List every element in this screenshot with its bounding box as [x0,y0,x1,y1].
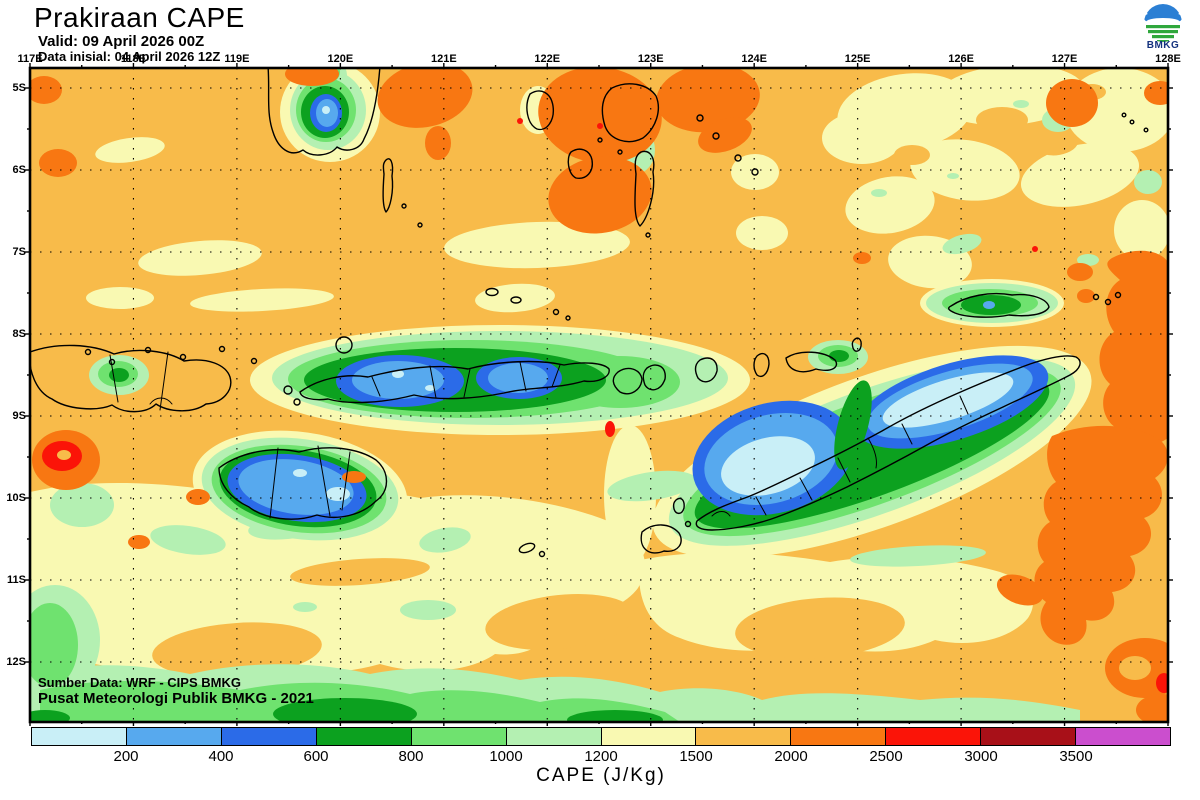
colorbar-segment [410,728,506,745]
colorbar-tick-labels: 200 400 600 800 1000 1200 1500 2000 2500 3000 3500 [31,748,1171,766]
timor-contour-wedge [834,380,872,470]
colorbar-segment [315,728,411,745]
coastlines [30,68,1149,558]
lat-tick-label: 8S [12,328,26,340]
colorbar-tick-label: 800 [398,748,424,765]
colorbar-tick-label: 3500 [1059,748,1093,765]
map-frame [28,66,1170,724]
lon-tick-label: 128E [1155,53,1181,65]
colorbar-tick-label: 600 [303,748,329,765]
init-time-label: Data inisial: 04 April 2026 12Z [38,49,221,64]
lon-tick-label: 127E [1051,53,1078,65]
lon-tick-label: 117E [17,53,43,65]
source-data-line: Sumber Data: WRF - CIPS BMKG [38,675,241,690]
lon-tick-label: 120E [327,53,354,65]
colorbar-segment [505,728,601,745]
colorbar-tick-label: 400 [208,748,234,765]
lon-tick-label: 124E [741,53,768,65]
colorbar-segment [1075,728,1171,745]
lat-tick-label: 11S [7,574,26,586]
lon-tick-label: 126E [948,53,974,65]
lat-tick-label: 6S [12,164,26,176]
colorbar-segment [695,728,791,745]
contour-hole [57,450,71,460]
publisher-line: Pusat Meteorologi Publik BMKG - 2021 [38,690,314,707]
lat-tick-label: 7S [12,246,26,258]
colorbar-caption: CAPE (J/Kg) [536,765,666,786]
colorbar-segment [980,728,1076,745]
lon-tick-label: 119E [224,53,250,65]
contour-2000-2500 [30,68,1168,722]
colorbar [31,727,1171,746]
colorbar-tick-label: 2500 [869,748,903,765]
lon-tick-label: 125E [844,53,871,65]
colorbar-tick-label: 2000 [774,748,808,765]
lon-tick-label: 118E [120,53,146,65]
contour-hole [1119,656,1151,680]
colorbar-segment [220,728,316,745]
lat-tick-label: 9S [12,410,26,422]
bmkg-logo-label: BMKG [1146,40,1180,51]
lon-tick-label: 123E [637,53,664,65]
lon-tick-label: 121E [430,53,457,65]
colorbar-segment [125,728,221,745]
colorbar-tick-label: 200 [113,748,139,765]
cape-contour-field [30,68,1168,722]
contour-1500-2000-holes [152,84,1106,678]
valid-time-label: Valid: 09 April 2026 00Z [38,33,205,50]
colorbar-tick-label: 1500 [679,748,713,765]
colorbar-segment [885,728,981,745]
bmkg-logo-icon [1140,2,1186,42]
colorbar-segment [32,728,126,745]
colorbar-segment [790,728,886,745]
lat-tick-label: 10S [6,492,26,504]
lon-tick-label: 122E [534,53,561,65]
lat-tick-label: 12S [6,656,26,668]
colorbar-tick-label: 1200 [584,748,618,765]
colorbar-segment [600,728,696,745]
colorbar-tick-label: 3000 [964,748,998,765]
lat-tick-label: 5S [12,82,26,94]
colorbar-tick-label: 1000 [489,748,523,765]
page-title: Prakiraan CAPE [34,2,245,33]
